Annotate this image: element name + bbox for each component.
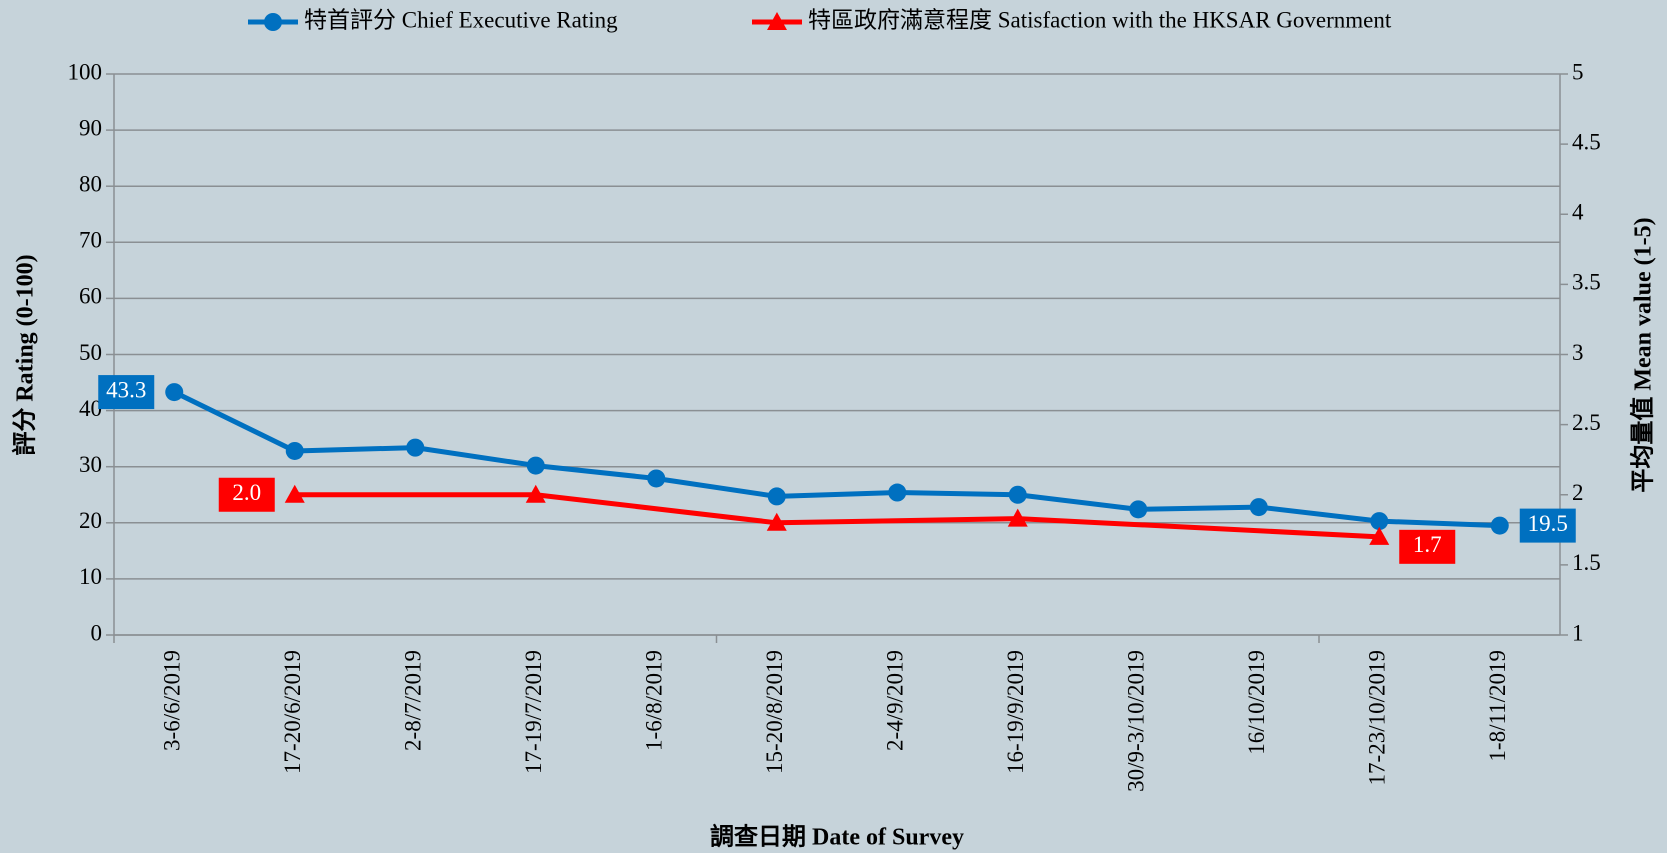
x-tick-label: 2-4/9/2019 [883, 650, 908, 751]
legend-label: 特區政府滿意程度 Satisfaction with the HKSAR Gov… [808, 7, 1392, 32]
marker [647, 469, 666, 488]
legend-marker [767, 12, 787, 30]
x-axis-title: 調查日期 Date of Survey [710, 823, 964, 851]
data-label: 1.7 [1413, 532, 1442, 557]
x-tick-label: 17-23/10/2019 [1365, 650, 1390, 785]
x-tick-label: 1-8/11/2019 [1485, 650, 1510, 762]
marker [888, 483, 907, 502]
x-tick-label: 17-20/6/2019 [280, 650, 305, 774]
y-tick-label: 80 [79, 171, 102, 196]
data-label: 2.0 [232, 480, 261, 505]
y2-tick-label: 3 [1572, 340, 1584, 365]
marker [1370, 512, 1389, 531]
marker [766, 512, 787, 531]
y2-tick-label: 1 [1572, 620, 1584, 645]
marker [165, 383, 184, 402]
marker [1249, 498, 1268, 517]
marker [767, 487, 786, 506]
y-tick-label: 20 [79, 508, 102, 533]
marker [525, 484, 546, 503]
y-tick-label: 30 [79, 452, 102, 477]
x-tick-label: 15-20/8/2019 [762, 650, 787, 774]
y2-tick-label: 3.5 [1572, 270, 1601, 295]
y-tick-label: 0 [91, 620, 103, 645]
y-tick-label: 90 [79, 115, 102, 140]
x-tick-label: 16/10/2019 [1244, 650, 1269, 755]
x-tick-label: 2-8/7/2019 [401, 650, 426, 751]
marker [1008, 485, 1027, 504]
y-tick-label: 60 [79, 284, 102, 309]
marker [406, 438, 425, 457]
legend-label: 特首評分 Chief Executive Rating [304, 7, 618, 32]
data-label: 19.5 [1528, 511, 1568, 536]
series-line [173, 389, 1500, 529]
data-label: 43.3 [106, 377, 146, 402]
y-axis-title: 評分 Rating (0-100) [11, 254, 39, 455]
y2-tick-label: 1.5 [1572, 550, 1601, 575]
legend-marker [264, 13, 282, 31]
x-tick-label: 16-19/9/2019 [1003, 650, 1028, 774]
y-tick-label: 50 [79, 340, 102, 365]
y-tick-label: 40 [79, 396, 102, 421]
y-tick-label: 100 [68, 59, 103, 84]
marker [285, 441, 304, 460]
marker [1369, 526, 1390, 545]
x-tick-label: 1-6/8/2019 [642, 650, 667, 751]
marker [1007, 508, 1028, 527]
y2-tick-label: 4.5 [1572, 129, 1601, 154]
x-tick-label: 17-19/7/2019 [521, 650, 546, 774]
y2-tick-label: 5 [1572, 59, 1584, 84]
x-tick-label: 30/9-3/10/2019 [1124, 650, 1149, 792]
marker [526, 456, 545, 475]
y2-tick-label: 4 [1572, 200, 1584, 225]
data-label-box [98, 375, 155, 410]
y-tick-label: 10 [79, 564, 102, 589]
data-label-box [1399, 529, 1456, 564]
y2-tick-label: 2 [1572, 480, 1584, 505]
x-tick-label: 3-6/6/2019 [160, 650, 185, 751]
marker [284, 484, 305, 503]
y2-tick-label: 2.5 [1572, 410, 1601, 435]
y2-axis-title: 平均量值 Mean value (1-5) [1629, 217, 1657, 492]
marker [1490, 516, 1509, 535]
y-tick-label: 70 [79, 228, 102, 253]
data-label-box [218, 477, 275, 512]
data-label-box [1519, 508, 1576, 543]
marker [1129, 500, 1148, 519]
